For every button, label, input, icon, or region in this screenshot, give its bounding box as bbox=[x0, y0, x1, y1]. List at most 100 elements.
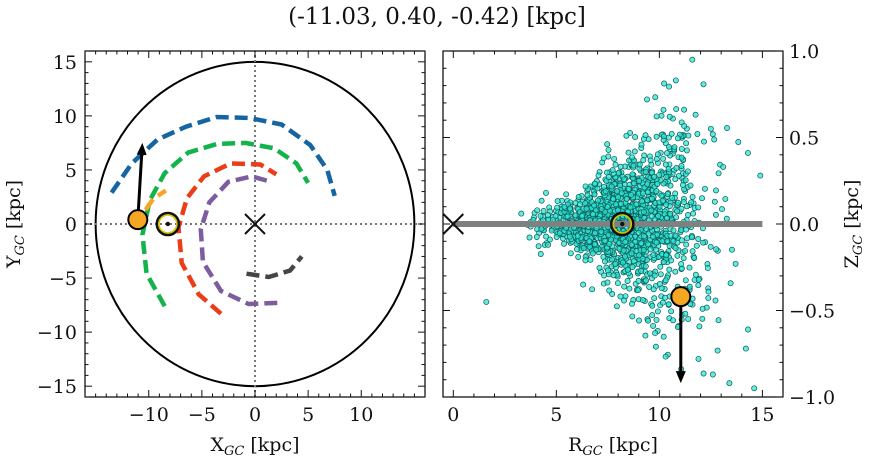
scatter-point bbox=[678, 227, 685, 234]
scatter-point bbox=[625, 149, 632, 156]
scatter-point bbox=[654, 308, 661, 315]
scatter-point bbox=[674, 252, 681, 259]
spiral-arm-5 bbox=[198, 174, 278, 307]
scatter-point bbox=[572, 212, 579, 219]
spiral-arm-2 bbox=[140, 140, 311, 308]
scatter-point bbox=[604, 203, 611, 210]
scatter-point bbox=[655, 213, 662, 220]
scatter-point bbox=[704, 265, 711, 272]
scatter-point bbox=[660, 333, 667, 340]
scatter-point bbox=[662, 277, 669, 284]
left-xtick-label: 5 bbox=[302, 404, 314, 426]
scatter-point bbox=[659, 238, 666, 245]
scatter-point bbox=[644, 197, 651, 204]
scatter-point bbox=[672, 245, 679, 252]
scatter-point bbox=[629, 313, 636, 320]
scatter-point bbox=[658, 112, 665, 119]
scatter-point bbox=[663, 252, 670, 259]
scatter-point bbox=[678, 261, 685, 267]
scatter-point bbox=[729, 246, 735, 253]
scatter-point bbox=[638, 240, 645, 247]
scatter-point bbox=[680, 255, 687, 262]
scatter-point bbox=[727, 280, 734, 287]
scatter-point bbox=[620, 259, 627, 266]
scatter-point bbox=[606, 240, 613, 247]
scatter-point bbox=[713, 246, 720, 253]
scatter-point bbox=[614, 188, 621, 195]
right-xtick-label: 10 bbox=[647, 404, 671, 426]
scatter-point bbox=[668, 130, 675, 137]
scatter-point bbox=[605, 146, 612, 153]
scatter-point bbox=[652, 330, 659, 337]
scatter-point bbox=[715, 317, 722, 324]
scatter-point bbox=[604, 141, 611, 148]
scatter-point bbox=[685, 316, 692, 323]
scatter-point bbox=[649, 302, 656, 309]
scatter-point bbox=[582, 183, 589, 190]
right-xtick-label: 5 bbox=[550, 404, 562, 426]
scatter-point bbox=[533, 234, 540, 240]
scatter-point bbox=[683, 147, 690, 154]
galactic-center-marker-b bbox=[244, 213, 266, 235]
scatter-point bbox=[629, 264, 636, 270]
scatter-point bbox=[611, 155, 618, 162]
scatter-point bbox=[621, 176, 628, 183]
scatter-point bbox=[639, 255, 646, 262]
scatter-point bbox=[605, 174, 612, 180]
scatter-point bbox=[631, 148, 638, 155]
right-y-axis-label: ZGC [kpc] bbox=[841, 180, 866, 269]
right-xtick-label: 15 bbox=[750, 404, 774, 426]
scatter-point bbox=[654, 151, 661, 158]
scatter-point bbox=[702, 185, 708, 192]
scatter-point bbox=[692, 111, 699, 118]
scatter-point bbox=[671, 144, 678, 151]
scatter-point bbox=[634, 287, 641, 294]
scatter-point bbox=[757, 172, 764, 179]
scatter-point bbox=[583, 205, 590, 212]
scatter-point bbox=[664, 238, 671, 244]
scatter-point bbox=[575, 254, 582, 260]
scatter-point bbox=[644, 241, 651, 248]
scatter-point bbox=[591, 202, 598, 209]
scatter-point bbox=[682, 247, 689, 254]
scatter-point bbox=[545, 241, 552, 248]
scatter-point bbox=[575, 194, 582, 200]
scatter-point bbox=[700, 81, 707, 88]
left-ytick-label: −15 bbox=[37, 376, 77, 398]
left-xtick-label: 0 bbox=[249, 404, 261, 426]
scatter-point bbox=[631, 180, 638, 187]
scatter-point bbox=[602, 237, 609, 244]
scatter-point bbox=[662, 353, 669, 360]
velocity-arrow-rz-head bbox=[675, 371, 686, 384]
scatter-point bbox=[596, 264, 603, 271]
scatter-point bbox=[723, 215, 730, 222]
scatter-point bbox=[689, 194, 696, 200]
scatter-point bbox=[612, 201, 619, 208]
scatter-point bbox=[666, 83, 673, 90]
scatter-point bbox=[563, 191, 570, 198]
scatter-point bbox=[649, 195, 655, 202]
right-xtick-label: 0 bbox=[447, 404, 459, 426]
scatter-point bbox=[635, 229, 642, 236]
scatter-point bbox=[649, 312, 656, 319]
object-marker-xy bbox=[127, 209, 149, 231]
scatter-point bbox=[644, 189, 651, 196]
scatter-point bbox=[673, 214, 680, 221]
scatter-point bbox=[598, 228, 605, 235]
scatter-point bbox=[567, 205, 573, 212]
scatter-point bbox=[601, 272, 608, 279]
scatter-point bbox=[561, 203, 568, 210]
sun-marker bbox=[155, 211, 181, 237]
galactic-center-marker-rz bbox=[442, 213, 465, 235]
scatter-point bbox=[644, 96, 650, 103]
scatter-point bbox=[666, 242, 673, 249]
right-ytick-label: 0.5 bbox=[789, 128, 819, 150]
scatter-point bbox=[526, 234, 533, 241]
scatter-point bbox=[683, 226, 690, 233]
scatter-point bbox=[535, 243, 542, 250]
scatter-point bbox=[724, 125, 730, 131]
scatter-point bbox=[668, 257, 675, 264]
scatter-point bbox=[661, 80, 668, 87]
scatter-point bbox=[674, 208, 681, 215]
